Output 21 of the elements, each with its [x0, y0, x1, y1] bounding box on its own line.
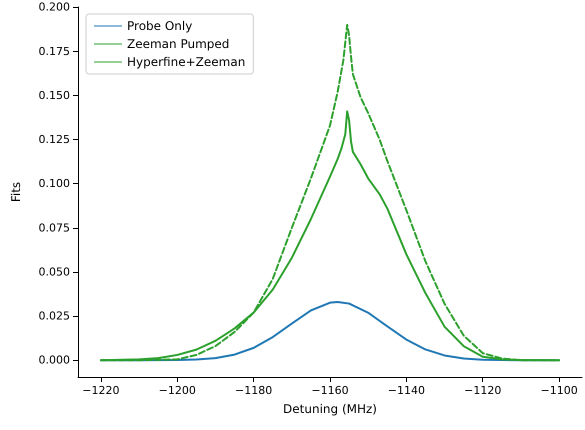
y-tick-label: 0.050 — [38, 265, 70, 278]
y-tick-label: 0.125 — [38, 133, 70, 146]
x-tick-label: −1140 — [388, 384, 425, 397]
y-tick-label: 0.100 — [38, 177, 70, 190]
x-tick-label: −1180 — [235, 384, 272, 397]
y-tick-label: 0.025 — [38, 310, 70, 323]
x-axis-title: Detuning (MHz) — [283, 402, 377, 416]
legend-label: Zeeman Pumped — [127, 37, 230, 51]
y-axis-title: Fits — [9, 182, 23, 202]
y-tick-label: 0.200 — [38, 0, 70, 14]
x-tick-label: −1200 — [158, 384, 196, 397]
y-tick-label: 0.075 — [38, 221, 70, 234]
x-tick-label: −1100 — [540, 384, 578, 397]
x-tick-label: −1220 — [82, 384, 120, 397]
y-tick-label: 0.175 — [38, 44, 70, 58]
y-tick-label: 0.000 — [38, 354, 70, 367]
legend-label: Hyperfine+Zeeman — [127, 55, 246, 69]
x-tick-label: −1120 — [464, 384, 502, 397]
legend-label: Probe Only — [127, 19, 192, 33]
y-tick-label: 0.150 — [38, 88, 70, 102]
x-tick-label: −1160 — [311, 384, 349, 397]
